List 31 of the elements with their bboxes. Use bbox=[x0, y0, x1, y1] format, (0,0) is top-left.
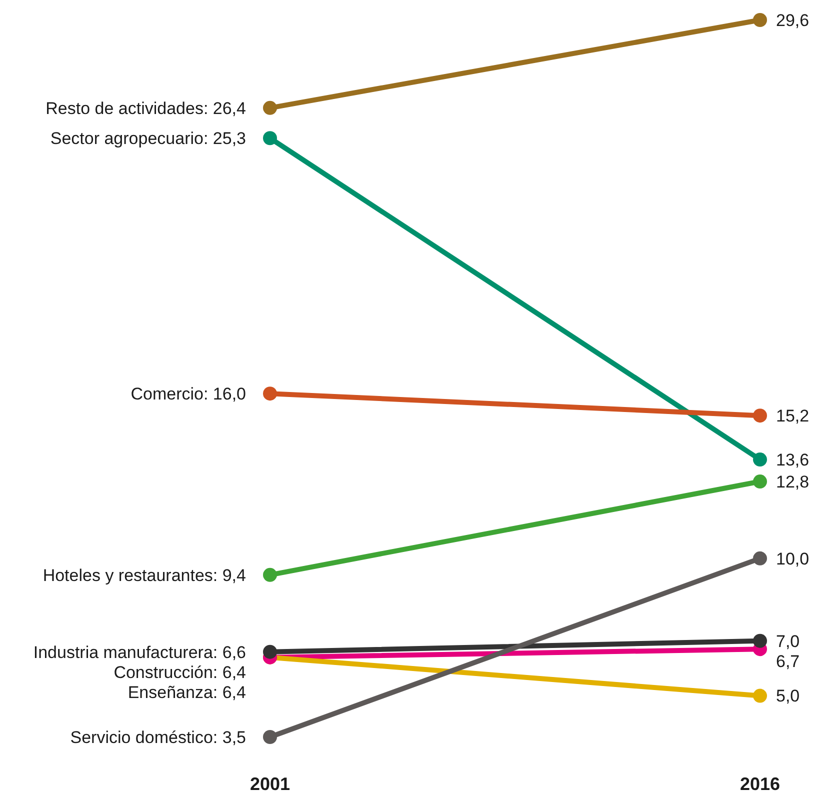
text: Sector agropecuario: 25,3 bbox=[50, 129, 246, 148]
point bbox=[753, 634, 767, 648]
point bbox=[263, 131, 277, 146]
text: Comercio: 16,0 bbox=[130, 384, 246, 404]
point bbox=[753, 408, 767, 423]
point bbox=[263, 644, 277, 659]
text: Industria manufacturera: 6,6 bbox=[33, 642, 246, 662]
data-label: 5,0 bbox=[776, 686, 800, 706]
point bbox=[263, 730, 277, 744]
point bbox=[753, 474, 767, 489]
x-tick-label: 2001 bbox=[250, 774, 290, 794]
data-label: 29,6 bbox=[776, 10, 810, 30]
point bbox=[753, 688, 767, 703]
point bbox=[753, 551, 767, 566]
point bbox=[753, 452, 767, 467]
data-label: 10,0 bbox=[776, 549, 810, 568]
data-label: 15,2 bbox=[776, 406, 810, 426]
text: Construcción: 6,4 bbox=[114, 662, 246, 682]
point bbox=[263, 386, 277, 401]
point bbox=[263, 568, 277, 582]
point bbox=[753, 13, 767, 27]
text: Servicio doméstico: 3,5 bbox=[70, 728, 246, 747]
data-label: 13,6 bbox=[776, 450, 810, 470]
text: Enseñanza: 6,4 bbox=[128, 682, 246, 702]
data-label: 6,7 bbox=[776, 652, 800, 671]
point bbox=[263, 100, 277, 115]
data-label: 12,8 bbox=[776, 472, 810, 492]
data-label: 7,0 bbox=[776, 632, 800, 651]
text: Hoteles y restaurantes: 9,4 bbox=[42, 566, 246, 585]
text: Resto de actividades: 26,4 bbox=[46, 98, 246, 118]
x-tick-label: 2016 bbox=[740, 774, 780, 794]
